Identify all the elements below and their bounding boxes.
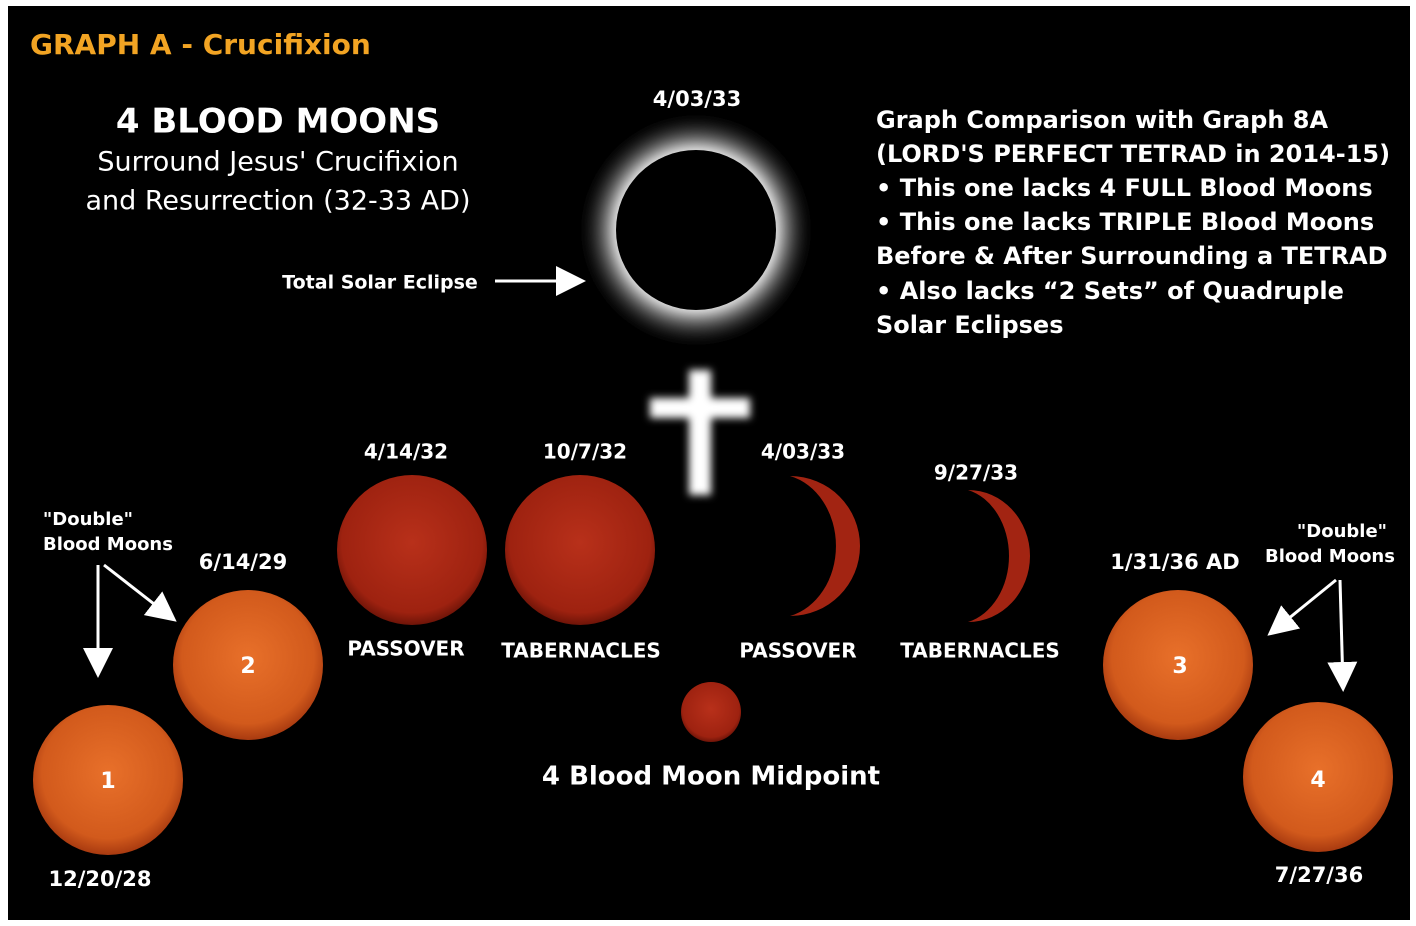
title: GRAPH A - Crucifixion xyxy=(30,28,371,61)
comparison: Graph Comparison with Graph 8A (LORD'S P… xyxy=(876,106,1390,339)
moon-number: 4 xyxy=(1310,768,1325,793)
heading-line: Surround Jesus' Crucifixion xyxy=(97,147,458,178)
double-label: "Double" xyxy=(43,509,133,530)
diagram: GRAPH A - Crucifixion 4 BLOOD MOONS Surr… xyxy=(0,0,1416,926)
eclipse-label: Total Solar Eclipse xyxy=(282,272,478,294)
tetrad-label: TABERNACLES xyxy=(900,639,1060,663)
moon-date: 7/27/36 xyxy=(1275,863,1363,887)
tetrad-date: 10/7/32 xyxy=(543,440,627,464)
page: GRAPH A - Crucifixion 4 BLOOD MOONS Surr… xyxy=(0,0,1416,926)
comparison-line: • This one lacks 4 FULL Blood Moons xyxy=(876,174,1373,202)
tetrad-date: 9/27/33 xyxy=(934,461,1018,485)
blood-moon xyxy=(505,475,655,625)
midpoint-moon xyxy=(681,682,741,742)
comparison-line: • This one lacks TRIPLE Blood Moons xyxy=(876,208,1374,236)
double-label: Blood Moons xyxy=(1265,546,1395,567)
tetrad-label: TABERNACLES xyxy=(501,639,661,663)
blood-moon xyxy=(337,475,487,625)
moon-number: 2 xyxy=(240,654,255,679)
comparison-line: Before & After Surrounding a TETRAD xyxy=(876,242,1388,270)
tetrad-label: PASSOVER xyxy=(739,639,856,663)
tetrad-label: PASSOVER xyxy=(347,637,464,661)
moon-date: 1/31/36 AD xyxy=(1110,550,1239,574)
comparison-line: Solar Eclipses xyxy=(876,311,1064,339)
comparison-line: • Also lacks “2 Sets” of Quadruple xyxy=(876,277,1344,305)
comparison-line: Graph Comparison with Graph 8A xyxy=(876,106,1328,134)
comparison-line: (LORD'S PERFECT TETRAD in 2014-15) xyxy=(876,140,1390,168)
moon-date: 12/20/28 xyxy=(48,867,151,891)
moon-date: 6/14/29 xyxy=(199,550,287,574)
double-label: "Double" xyxy=(1297,521,1387,542)
eclipse-date: 4/03/33 xyxy=(653,87,741,111)
heading-title: 4 BLOOD MOONS xyxy=(116,102,440,142)
tetrad-date: 4/14/32 xyxy=(364,440,448,464)
tetrad-date: 4/03/33 xyxy=(761,440,845,464)
midpoint-label: 4 Blood Moon Midpoint xyxy=(542,762,880,792)
eclipse-disc xyxy=(616,150,776,310)
heading-line: and Resurrection (32-33 AD) xyxy=(86,186,471,217)
moon-number: 3 xyxy=(1172,654,1187,679)
double-label: Blood Moons xyxy=(43,534,173,555)
moon-number: 1 xyxy=(100,769,115,794)
